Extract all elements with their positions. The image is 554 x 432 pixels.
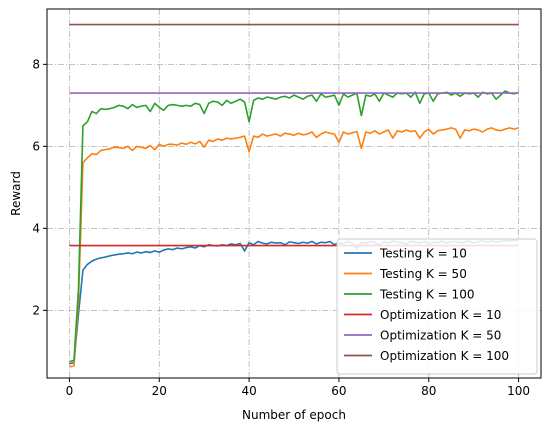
legend-entry: Optimization K = 100 [380,349,509,363]
plot-frame [46,8,542,379]
x-axis-ticks: 0 20 40 60 80 100 [66,378,530,398]
y-tick-label: 4 [32,221,40,235]
y-tick-label: 8 [32,57,40,71]
x-tick-label: 80 [421,384,436,398]
legend-entry: Optimization K = 50 [380,329,501,343]
x-tick-label: 40 [241,384,256,398]
legend-box [336,238,538,375]
series-line-2 [69,127,519,368]
x-tick-label: 100 [507,384,530,398]
x-tick-label: 20 [152,384,167,398]
y-tick-label: 2 [32,303,40,317]
legend-entry: Testing K = 10 [379,247,467,261]
grid-lines [47,9,541,378]
y-tick-label: 6 [32,139,40,153]
x-axis-label: Number of epoch [242,408,346,422]
legend-entry: Optimization K = 10 [380,308,501,322]
legend: Testing K = 10 Testing K = 50 Testing K = … [336,238,538,375]
x-tick-label: 0 [66,384,74,398]
y-axis-ticks: 2 4 6 8 [32,57,47,317]
legend-entry: Testing K = 100 [379,288,474,302]
x-tick-label: 60 [331,384,346,398]
y-axis-label: Reward [9,171,23,216]
legend-entry: Testing K = 50 [379,267,467,281]
